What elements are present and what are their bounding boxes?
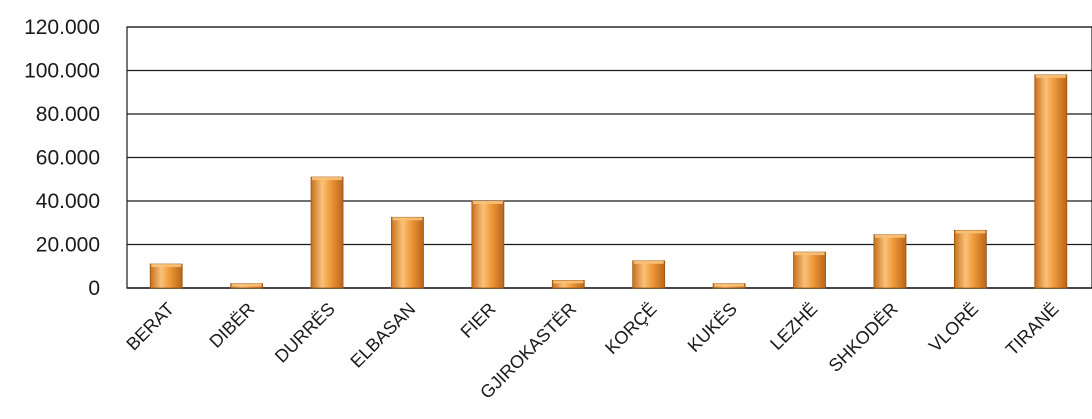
y-tick-label: 20.000 (36, 234, 100, 257)
y-tick-label: 80.000 (36, 103, 100, 126)
bar-durrës (310, 176, 344, 289)
y-tick-label: 100.000 (24, 60, 100, 83)
bar-cap (472, 201, 503, 204)
bar-cap (312, 177, 343, 181)
bar-vlorë (953, 229, 987, 289)
bar-cap (714, 283, 745, 287)
x-category-label: KORÇË (601, 299, 660, 358)
y-tick-label: 120.000 (24, 16, 100, 39)
bar-cap (151, 264, 182, 268)
bar-elbasan (391, 216, 424, 289)
bar-lezhë (793, 251, 826, 289)
bar-cap (231, 283, 262, 287)
bar-berat (149, 263, 183, 289)
x-category-label: DIBËR (205, 299, 258, 352)
y-tick-label: 60.000 (36, 147, 100, 170)
bars (149, 74, 1068, 289)
y-tick-label: 0 (88, 277, 100, 300)
x-category-label: FIER (457, 299, 500, 342)
x-category-label: TIRANË (1002, 299, 1063, 360)
bar-cap (794, 252, 825, 256)
bar-cap (955, 230, 986, 234)
x-category-label: BERAT (122, 299, 178, 355)
y-tick-label: 40.000 (36, 190, 100, 213)
bar-cap (1035, 74, 1066, 78)
gridlines (127, 26, 1092, 289)
bar-shkodër (873, 234, 907, 289)
bar-cap (874, 234, 905, 238)
x-category-label: VLORË (925, 299, 982, 356)
bar-korçë (632, 260, 666, 289)
x-category-label: LEZHË (766, 299, 821, 354)
bar-cap (392, 217, 423, 221)
x-category-label: KUKËS (684, 299, 741, 356)
bar-tiranë (1034, 74, 1068, 289)
x-category-label: DURRËS (271, 299, 339, 367)
y-axis-tick-labels: 0 20.000 40.000 60.000 80.000 100.000 120.000 (24, 16, 100, 300)
bar-cap (633, 260, 664, 264)
x-category-label: ELBASAN (346, 299, 419, 372)
x-category-label: SHKODËR (825, 299, 902, 376)
bar-cap (553, 280, 584, 284)
bar-fier (471, 200, 505, 289)
